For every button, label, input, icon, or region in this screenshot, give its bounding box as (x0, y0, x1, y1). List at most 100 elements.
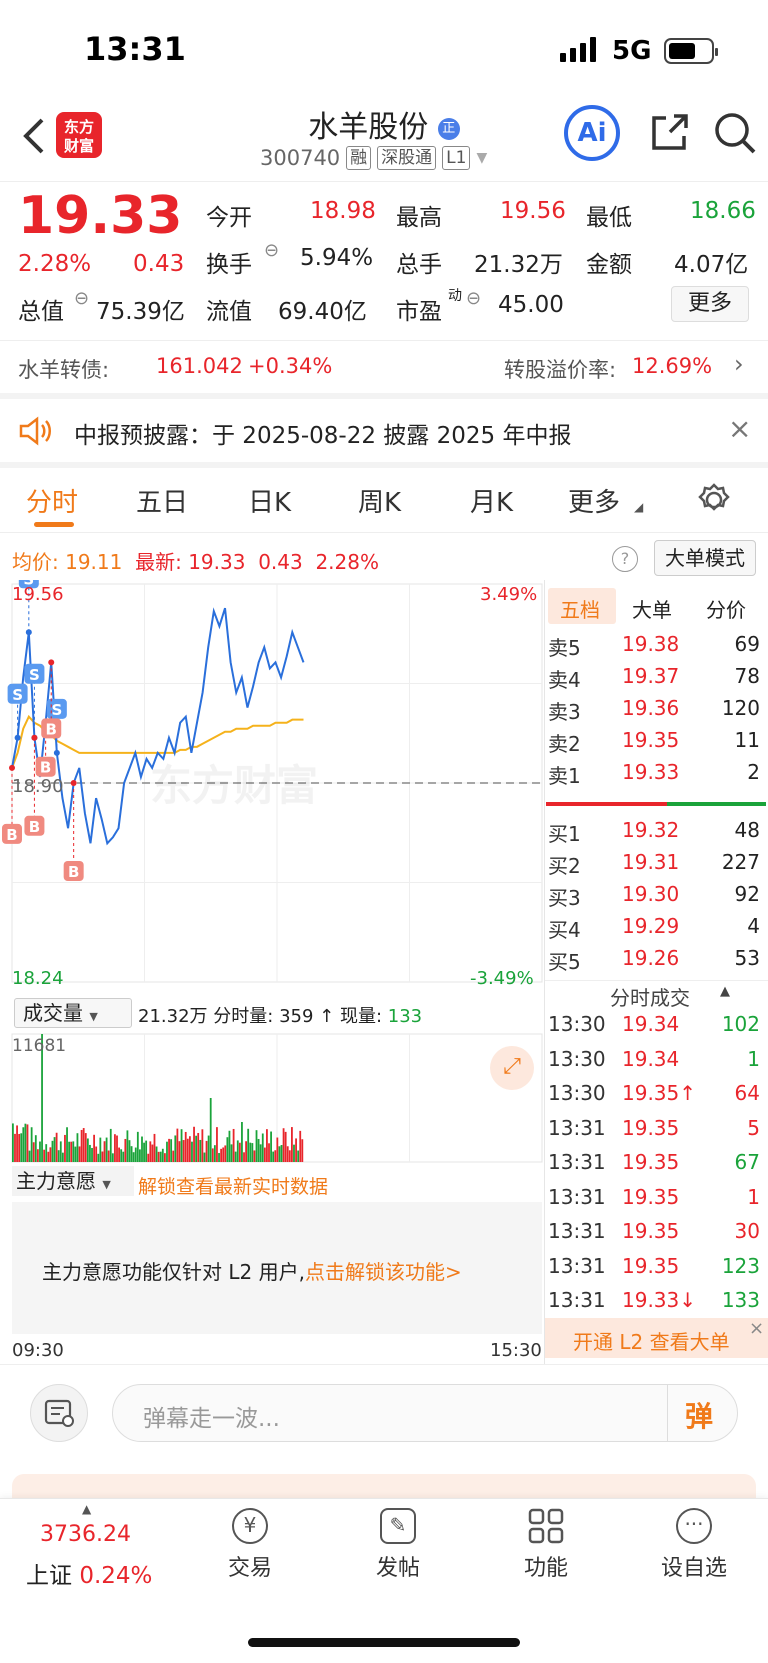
index-summary[interactable]: 上证 0.24% (26, 1563, 153, 1589)
info-icon[interactable]: ⊖ (264, 240, 280, 261)
price-chart[interactable]: SSSSBBBBB (0, 580, 545, 1000)
tab-timeshare[interactable]: 分时 (26, 488, 79, 518)
more-button[interactable]: 更多 (671, 286, 749, 322)
volume-bar (141, 1136, 143, 1162)
l2-banner[interactable]: 开通 L2 查看大单 × (545, 1318, 768, 1358)
nav-trade[interactable]: ¥ 交易 (200, 1508, 300, 1582)
volume-bar (180, 1129, 183, 1162)
volume-bar (68, 1141, 71, 1162)
tab-week-k[interactable]: 周K (358, 488, 402, 518)
volume-bar (261, 1133, 264, 1162)
unlock-feature-link[interactable]: 点击解锁该功能> (304, 1260, 462, 1284)
volume-bar (72, 1141, 75, 1162)
volume-bar (259, 1144, 262, 1162)
tab-big-orders[interactable]: 大单 (632, 598, 672, 622)
trade-price: 19.35 (622, 1253, 680, 1278)
trade-time: 13:31 (548, 1184, 606, 1209)
volume-bar (257, 1138, 260, 1162)
mainforce-selector[interactable]: 主力意愿 ▼ (12, 1166, 134, 1196)
volume-bar (86, 1138, 89, 1162)
bid-price: 19.32 (622, 818, 680, 842)
unlock-link[interactable]: 解锁查看最新实时数据 (138, 1176, 329, 1198)
watermark: 东方财富 (150, 761, 319, 810)
volume-bar (82, 1128, 85, 1162)
info-icon[interactable]: ⊖ (74, 288, 90, 309)
send-danmaku-button[interactable]: 弹 (685, 1400, 714, 1433)
volume-bar (230, 1144, 233, 1162)
volume-value: 21.32万 (474, 252, 563, 278)
bid-level: 买3 (548, 886, 581, 910)
nav-add-watchlist[interactable]: ··· 设自选 (644, 1508, 744, 1582)
dropdown-icon[interactable]: ▼ (476, 150, 488, 166)
tab-five-levels[interactable]: 五档 (560, 598, 600, 622)
trade-volume: 133 (721, 1288, 760, 1312)
code-row[interactable]: 300740 融 深股通 L1 ▼ (260, 146, 488, 170)
high-label: 最高 (396, 205, 442, 231)
ask-price: 19.33 (622, 760, 680, 784)
trade-marker-badge (18, 580, 39, 589)
expand-icon[interactable]: ⤢ (490, 1046, 534, 1090)
volume-selector[interactable]: 成交量 ▼ (14, 998, 132, 1028)
volume-bar (130, 1146, 133, 1162)
volume-bar (243, 1152, 245, 1162)
trade-time: 13:30 (548, 1046, 606, 1071)
ask-price: 19.36 (622, 696, 680, 720)
share-icon[interactable] (648, 112, 690, 158)
search-icon[interactable] (712, 110, 758, 160)
volume-bar (53, 1137, 56, 1162)
volume-bar (124, 1138, 127, 1162)
danmaku-settings-button[interactable] (30, 1384, 88, 1442)
trade-volume: 67 (734, 1150, 760, 1174)
back-icon[interactable] (20, 116, 50, 156)
prev-close-label: 18.90 (12, 776, 64, 797)
tab-price-dist[interactable]: 分价 (706, 598, 746, 622)
volume-bar (70, 1141, 73, 1162)
trade-marker-label: B (29, 818, 40, 836)
mktcap-value: 75.39亿 (96, 299, 185, 325)
collapse-icon[interactable]: ▲ (720, 984, 730, 999)
volume-bar (238, 1142, 241, 1162)
volume-bar (297, 1150, 300, 1162)
pe-label: 市盈 (396, 299, 442, 325)
close-icon[interactable]: × (749, 1318, 765, 1339)
pe-value: 45.00 (498, 292, 564, 318)
tab-more[interactable]: 更多 (568, 488, 621, 518)
volume-bar (59, 1141, 62, 1162)
tab-five-day[interactable]: 五日 (136, 488, 189, 518)
volume-bar (14, 1133, 16, 1162)
volume-bar (20, 1133, 23, 1162)
volume-bar (36, 1149, 39, 1162)
trade-volume: 1 (747, 1046, 760, 1071)
edit-icon: ✎ (380, 1508, 416, 1544)
volume-bar (61, 1152, 64, 1162)
ai-button[interactable]: Ai (564, 105, 620, 161)
trade-marker-label: B (40, 759, 51, 777)
volume-max-label: 11681 (12, 1036, 67, 1056)
volume-bar (245, 1141, 247, 1162)
tab-month-k[interactable]: 月K (470, 488, 514, 518)
float-label: 流值 (206, 299, 252, 325)
close-icon[interactable]: × (728, 412, 752, 445)
volume-bar (43, 1149, 46, 1162)
collapse-icon[interactable]: ▲ (82, 1502, 92, 1516)
notice-bar[interactable]: 中报预披露：于 2025-08-22 披露 2025 年中报 × (0, 400, 768, 462)
volume-bar (16, 1125, 18, 1162)
trade-volume: 1 (747, 1184, 760, 1209)
info-icon[interactable]: ⊖ (466, 288, 482, 309)
nav-post[interactable]: ✎ 发帖 (348, 1508, 448, 1582)
comment-input[interactable]: 弹幕走一波... 弹 (112, 1384, 738, 1442)
volume-bar (155, 1146, 158, 1162)
gear-icon[interactable] (696, 482, 732, 518)
nav-functions[interactable]: 功能 (496, 1508, 596, 1582)
index-value[interactable]: 3736.24 (40, 1522, 131, 1547)
avg-price-bar: 均价: 19.11 最新: 19.33 0.43 2.28% (12, 550, 379, 574)
volume-bar (51, 1140, 54, 1162)
volume-bar (159, 1151, 162, 1162)
tab-day-k[interactable]: 日K (248, 488, 292, 518)
bond-row[interactable]: 水羊转债: 161.042 +0.34% 转股溢价率: 12.69% › (18, 350, 744, 382)
volume-bar (76, 1133, 79, 1162)
big-order-mode-button[interactable]: 大单模式 (654, 540, 756, 576)
float-value: 69.40亿 (278, 299, 367, 325)
help-icon[interactable]: ? (612, 546, 638, 572)
volume-bar (251, 1143, 254, 1162)
